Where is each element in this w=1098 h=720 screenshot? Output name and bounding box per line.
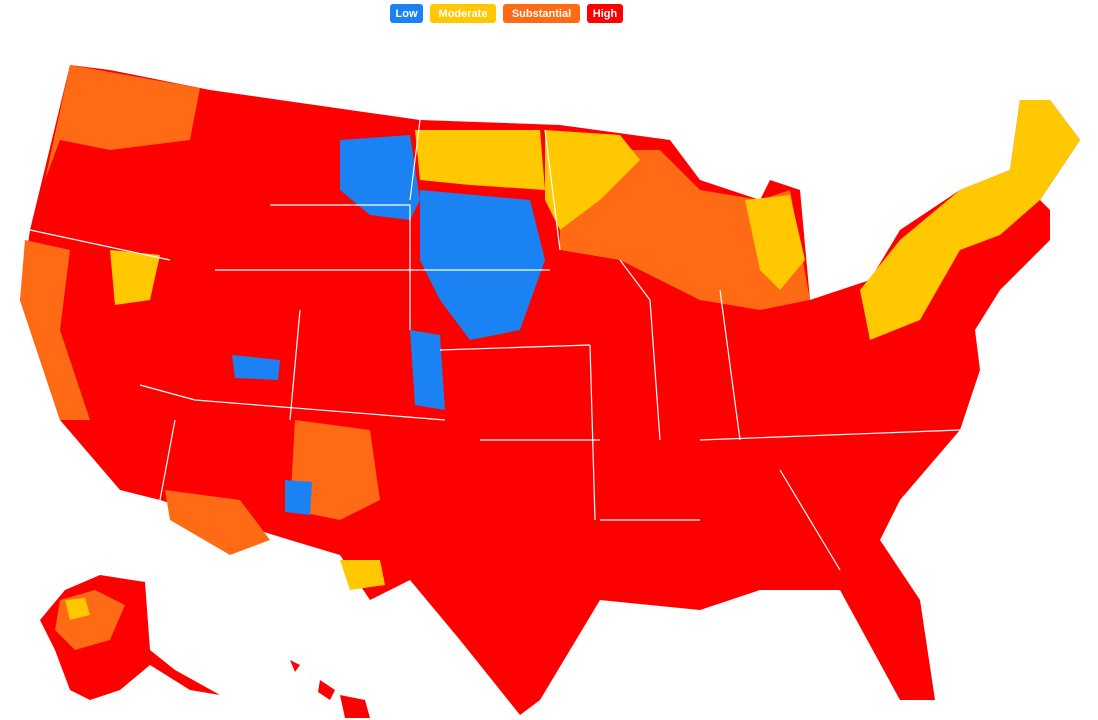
legend-label: High (593, 8, 618, 20)
region (318, 680, 335, 700)
region (340, 135, 420, 220)
region (860, 100, 1080, 340)
region (340, 695, 370, 718)
region (545, 130, 640, 230)
region (65, 598, 90, 620)
region (165, 490, 270, 555)
state-border (29, 119, 961, 571)
legend-swatch (390, 4, 423, 23)
legend: Low Moderate Substantial High (390, 4, 623, 23)
region (20, 65, 1080, 715)
legend-label: Substantial (512, 8, 571, 20)
region (290, 660, 300, 672)
region (745, 195, 805, 290)
region (415, 130, 545, 190)
region (290, 420, 380, 520)
legend-swatch (503, 4, 580, 23)
legend-item: High (587, 4, 623, 23)
region (285, 480, 312, 515)
legend-item: Substantial (503, 4, 580, 23)
region (340, 560, 385, 590)
legend-label: Low (396, 8, 418, 20)
region (232, 355, 280, 380)
region (410, 330, 445, 410)
region (20, 240, 90, 420)
region (420, 190, 545, 340)
legend-item: Moderate (430, 4, 496, 23)
region (110, 250, 160, 305)
legend-item: Low (390, 4, 423, 23)
legend-swatch (430, 4, 496, 23)
us-map (20, 65, 1080, 718)
region (45, 65, 200, 180)
legend-label: Moderate (439, 8, 488, 20)
legend-swatch (587, 4, 623, 23)
region (560, 150, 810, 310)
